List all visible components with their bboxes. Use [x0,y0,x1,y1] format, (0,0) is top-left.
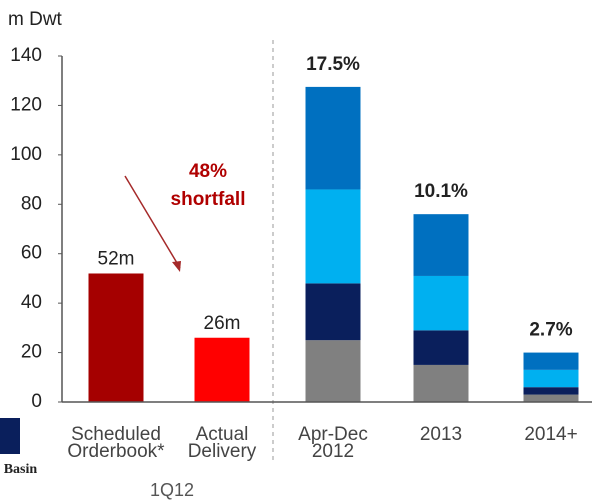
bar-segment [523,352,579,370]
bar-annotation: 2.7% [529,320,572,341]
bar-segment [413,330,469,365]
y-tick-label: 80 [21,193,42,214]
x-tick-label: 2012 [312,441,354,462]
bar-segment [305,340,361,402]
x-tick-label: 2014+ [524,424,577,445]
shortfall-arrow [124,175,181,269]
bar-segment [523,394,579,402]
bar-segment [523,387,579,395]
bar-segment [413,214,469,276]
logo-text: c Basin [0,462,37,477]
arrow-head [172,261,181,272]
y-tick-label: 100 [10,144,42,165]
bar-segment [305,283,361,341]
x-tick-label: Actual [196,424,249,445]
bar-segment [305,86,361,190]
x-tick-label: Scheduled [71,424,161,445]
bar-annotation: 17.5% [306,54,360,75]
value-label: 26m [204,313,241,334]
bar-segment [523,369,579,388]
x-tick-label: Orderbook* [67,441,165,462]
y-tick-label: 120 [10,94,42,115]
bar-segment [413,275,469,331]
group-label: 1Q12 [150,480,194,500]
x-tick-label: Apr-Dec [298,424,368,445]
bar-annotation: 10.1% [414,181,468,202]
shortfall-annotation: shortfall [171,189,246,210]
value-label: 52m [98,249,135,270]
logo-shape [0,418,20,454]
y-tick-label: 40 [21,292,42,313]
x-tick-label: 2013 [420,424,462,445]
bar-segment [88,273,144,402]
y-axis-label: m Dwt [8,9,63,30]
y-tick-label: 60 [21,243,42,264]
y-tick-label: 140 [10,45,42,66]
y-tick-label: 20 [21,342,42,363]
bar-segment [305,189,361,284]
y-tick-label: 0 [31,391,42,412]
x-tick-label: Delivery [188,441,257,462]
shortfall-annotation: 48% [189,161,227,182]
bar-segment [413,364,469,402]
bar-segment [194,337,250,402]
